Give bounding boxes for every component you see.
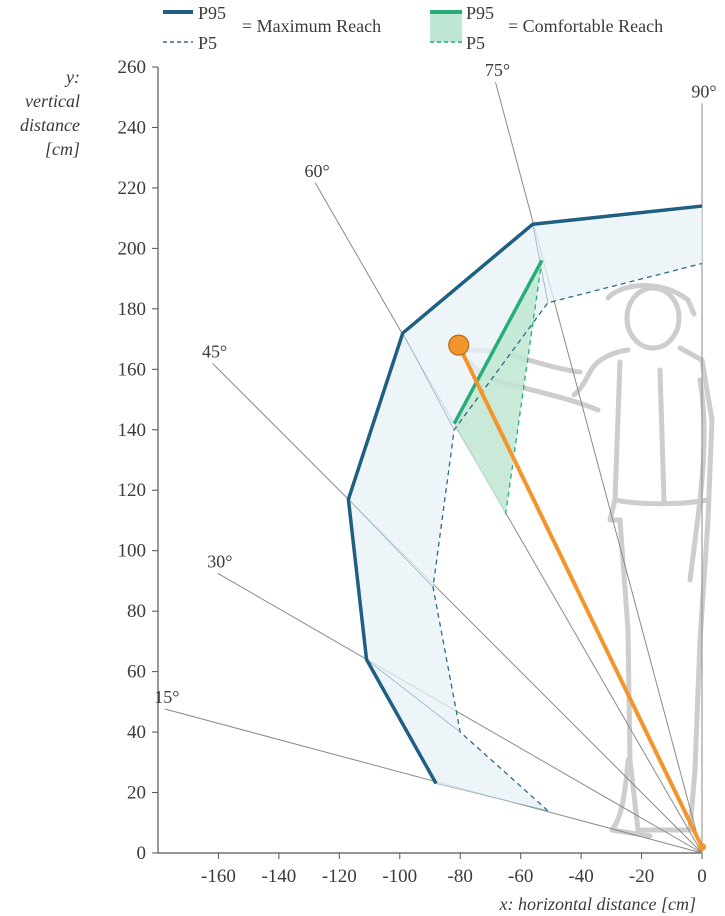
legend-comf-p95-label: P95 (466, 3, 494, 23)
max-reach-p5-line (432, 262, 703, 812)
y-tick-label: 40 (127, 722, 146, 743)
y-tick-label: 100 (118, 541, 147, 562)
x-tick-label: -80 (448, 866, 473, 887)
y-tick-label: 260 (118, 57, 147, 78)
angle-label: 30° (207, 551, 232, 571)
comfortable-reach-area (454, 260, 542, 515)
legend-comf-p5-label: P5 (466, 33, 485, 53)
x-tick-label: -140 (261, 866, 296, 887)
x-axis-title: x: horizontal distance [cm] (499, 894, 696, 914)
comfortable-reach-p95-line (452, 259, 544, 425)
x-tick-label: -100 (382, 866, 417, 887)
max-reach-connector (348, 499, 434, 588)
hand-point (448, 334, 470, 356)
y-axis-title-line-2: vertical (25, 91, 80, 111)
x-tick-label: 0 (697, 866, 707, 887)
legend-comfort-swatch-fill (430, 12, 462, 42)
y-tick-label: 240 (118, 117, 147, 138)
angle-label: 90° (691, 81, 716, 101)
y-axis-title: y: vertical distance [cm] (20, 67, 80, 159)
y-tick-label: 140 (118, 420, 147, 441)
angle-guide-line (495, 81, 703, 854)
angle-guide-line (212, 363, 703, 854)
angle-label: 15° (154, 687, 179, 707)
y-tick-label: 200 (118, 238, 147, 259)
max-reach-p95-line (346, 204, 703, 785)
x-tick-label: -60 (508, 866, 533, 887)
angle-label: 60° (305, 161, 330, 181)
y-tick-label: 220 (118, 178, 147, 199)
x-tick-label: -120 (322, 866, 357, 887)
y-tick-label: 20 (127, 783, 146, 804)
y-tick-label: 60 (127, 662, 146, 683)
origin-point (698, 842, 706, 851)
y-tick-label: 80 (127, 601, 146, 622)
max-reach-connector (435, 783, 548, 812)
angle-label: 45° (202, 341, 227, 361)
x-tick-label: -160 (201, 866, 236, 887)
y-tick-label: 120 (118, 480, 147, 501)
legend: P95 P5 = Maximum Reach P95 P5 = Comforta… (163, 3, 663, 53)
comfortable-reach-p5-line (504, 260, 543, 515)
legend-comf-label: = Comfortable Reach (508, 16, 663, 36)
y-axis-title-line-1: y: (64, 67, 80, 87)
angle-guide-line (217, 572, 703, 854)
angle-label: 75° (485, 60, 510, 80)
x-tick-label: -20 (629, 866, 654, 887)
data-layer (346, 204, 706, 851)
max-reach-connector (402, 332, 455, 430)
y-axis-title-line-4: [cm] (45, 139, 80, 159)
y-tick-label: 180 (118, 299, 147, 320)
max-reach-area (348, 206, 702, 811)
legend-max-p95-label: P95 (198, 3, 226, 23)
y-tick-label: 160 (118, 359, 147, 380)
y-tick-label: 0 (137, 843, 147, 864)
legend-max-label: = Maximum Reach (242, 16, 381, 36)
reach-arm-line (456, 343, 704, 849)
angle-guide-line (314, 182, 703, 854)
legend-max-p5-label: P5 (198, 33, 217, 53)
max-reach-connector (366, 659, 461, 733)
y-axis-title-line-3: distance (20, 115, 80, 135)
x-tick-label: -40 (568, 866, 593, 887)
